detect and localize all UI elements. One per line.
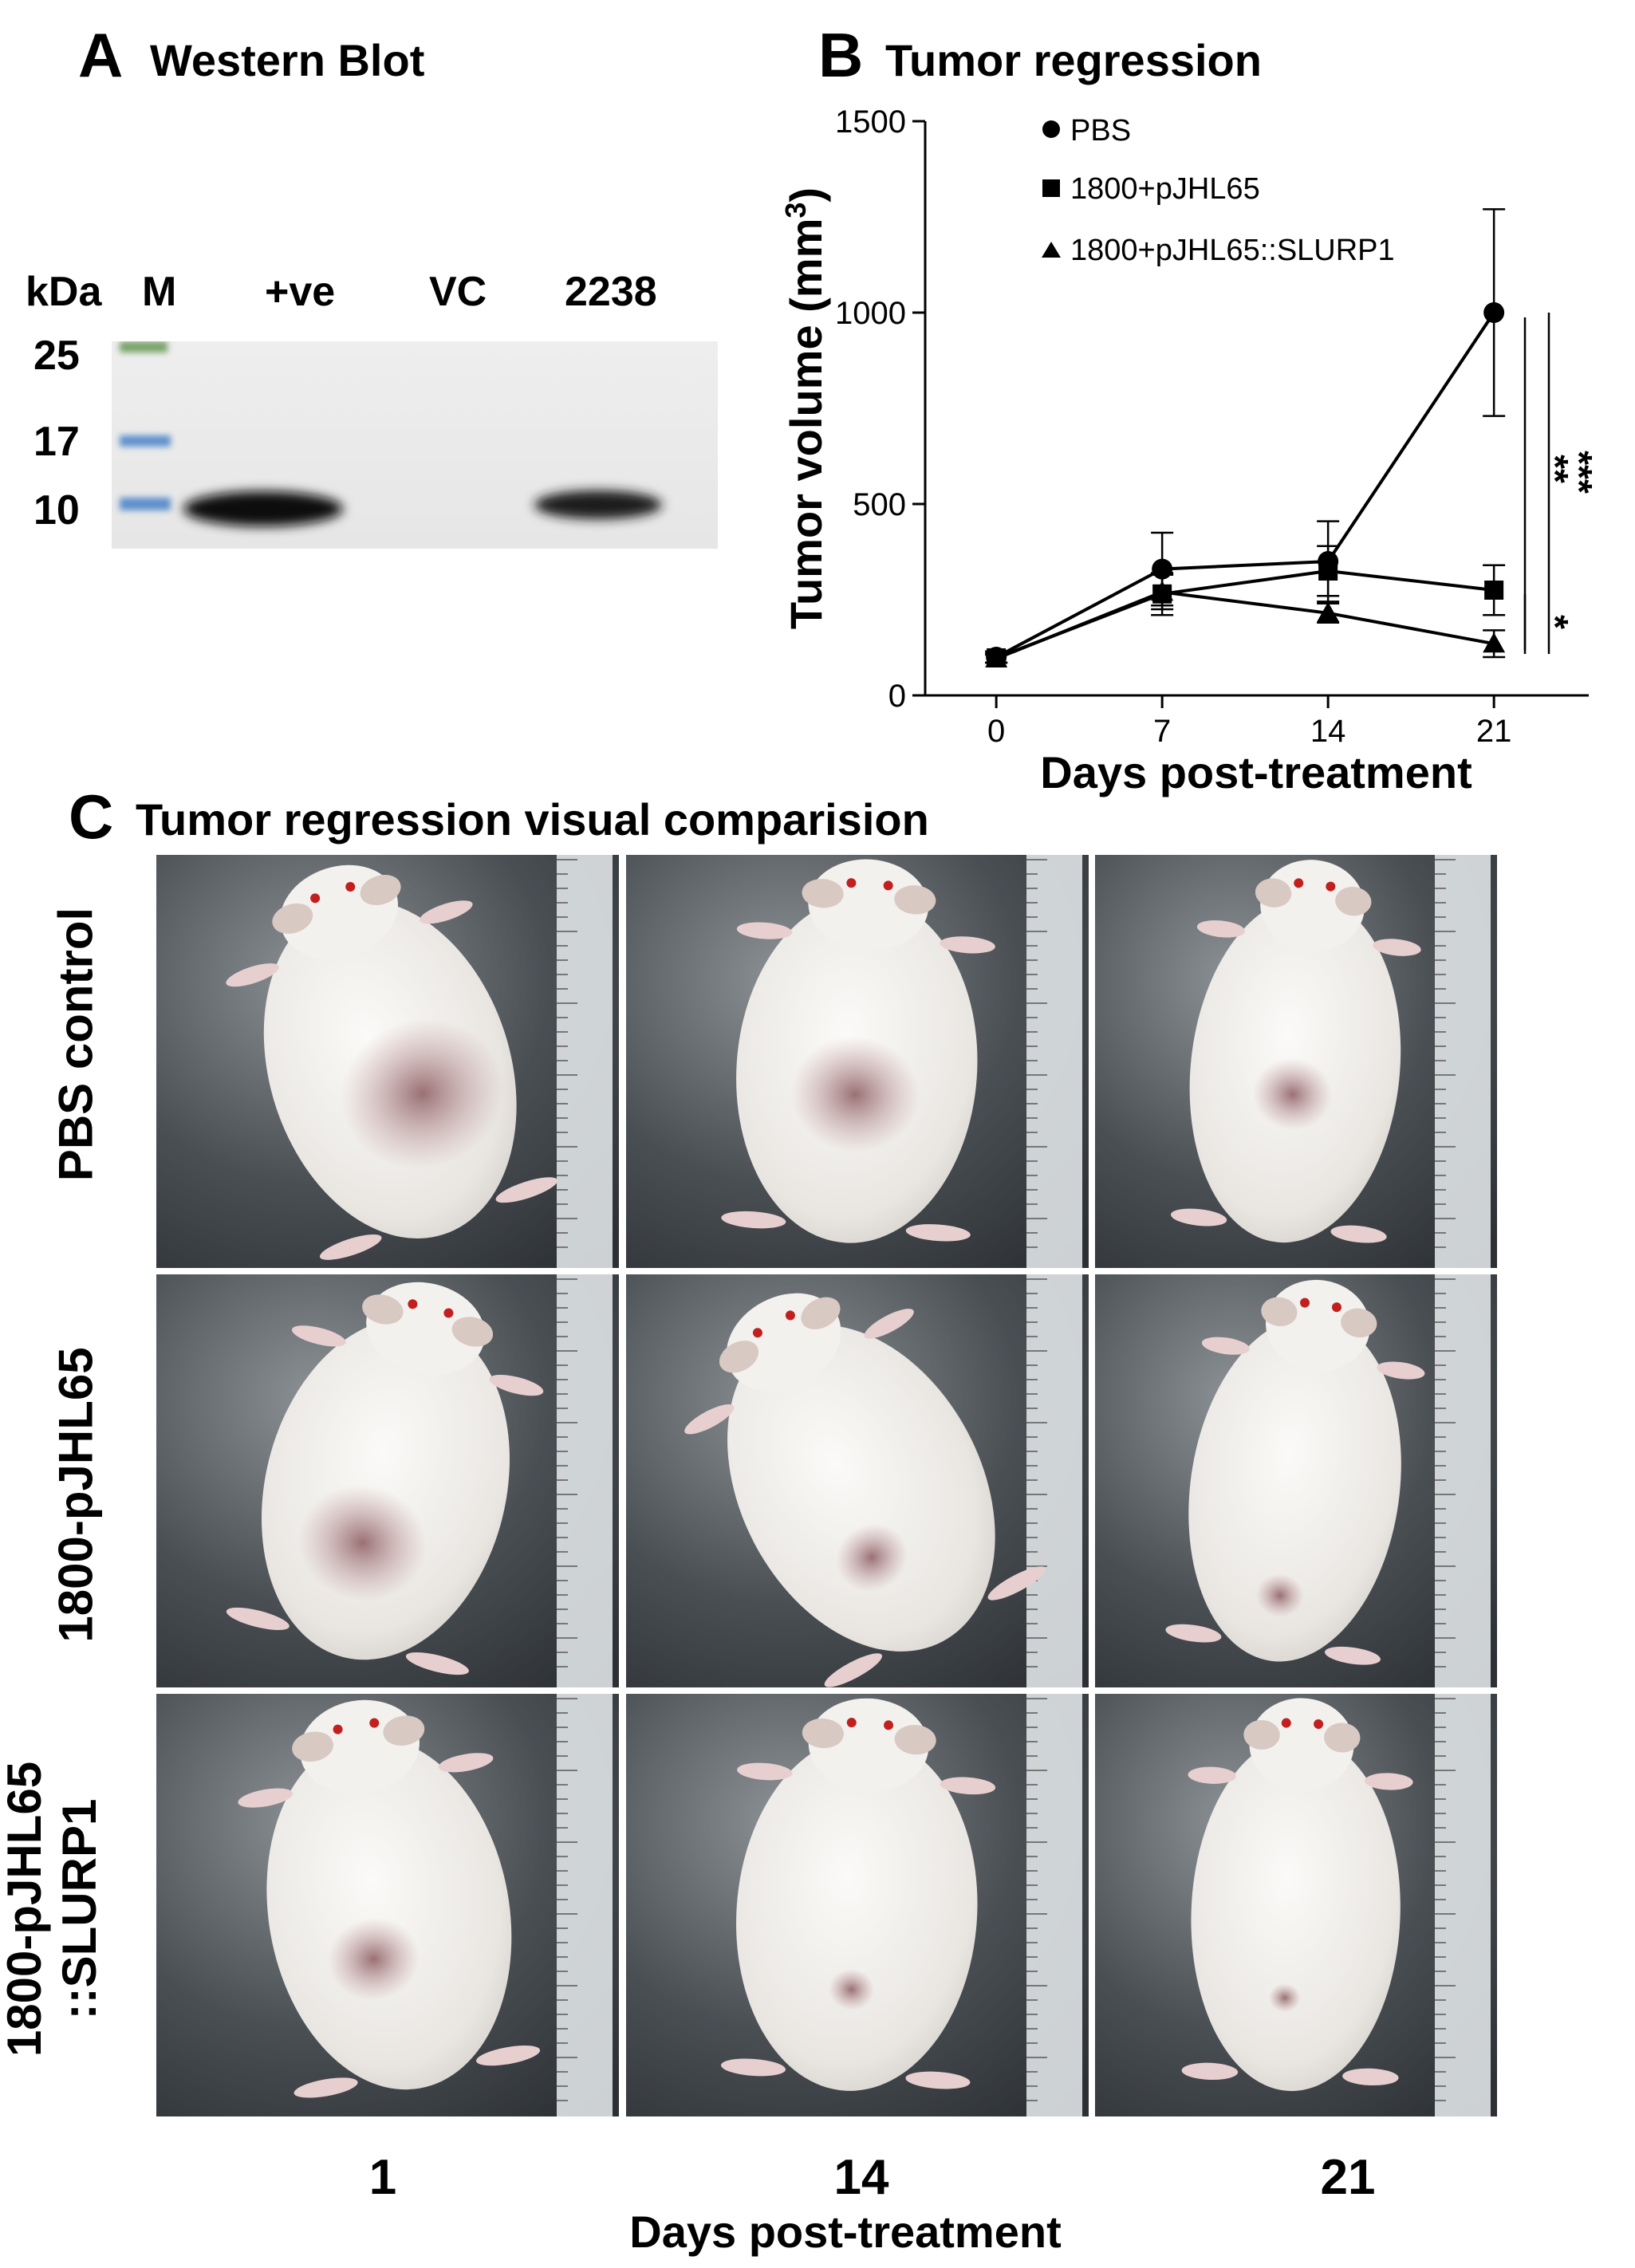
mouse-photo-row3-col1 [156,1694,619,2116]
significance-double-star: ** [1535,455,1576,483]
legend-marker-triangle-icon [1042,242,1061,258]
day-label-21: 21 [1320,2150,1376,2205]
series-line-pbs [995,311,1495,659]
data-point-circle [1483,302,1505,323]
day-label-1: 1 [368,2150,397,2205]
legend-marker-square-icon [1042,179,1060,197]
x-tick-label: 21 [1476,714,1512,749]
data-point-square [1318,561,1338,581]
row-label-text: PBS control [49,907,103,1182]
legend-label-pbs: PBS [1070,114,1131,148]
blot-lane-vc: VC [429,269,487,315]
y-tick-label: 0 [888,679,906,714]
mouse-photo-row3-col2 [626,1694,1089,2116]
y-axis-label: Tumor volume (mm3) [779,187,831,629]
blot-kda-label: kDa [26,269,102,315]
western-blot-image [112,341,718,549]
panel-a-title: Western Blot [150,35,425,85]
significance-single-star: * [1535,615,1576,629]
x-axis-label: Days post-treatment [1040,747,1472,797]
panel-b-letter: B [818,20,864,90]
row-label-1800-pjhl65-slurp1: 1800-pJHL65 ::SLURP1 [0,1707,152,2121]
data-point-triangle [985,647,1008,667]
blot-lane-m: M [142,269,177,315]
y-tick-label: 1500 [835,104,906,140]
marker-10-label: 10 [33,487,80,534]
mouse-photo-row3-col3 [1095,1694,1497,2116]
panel-a-letter: A [78,20,124,90]
data-point-triangle [1317,601,1340,622]
x-tick-label: 0 [987,714,1005,749]
mouse-photo-row2-col3 [1095,1274,1497,1687]
series-line-1800-pjhl65 [995,569,1495,660]
row-label-pbs-control: PBS control [0,825,152,1264]
series-line-1800-pjhl65-slurp1 [995,590,1495,660]
y-tick-label: 500 [853,487,906,522]
mouse-photo-row1-col2 [626,855,1089,1268]
marker-25-label: 25 [33,333,80,379]
row-label-text-line1: 1800-pJHL65 ::SLURP1 [0,1690,107,2128]
panel-c-x-axis-label: Days post-treatment [629,2207,1062,2257]
mouse-photo-row2-col2 [626,1274,1089,1687]
blot-lane-2238: 2238 [565,269,657,315]
data-point-triangle [1151,581,1174,601]
mouse-photo-row2-col1 [156,1274,619,1687]
marker-17-label: 17 [33,419,80,465]
panel-c-title: Tumor regression visual comparision [136,794,929,845]
day-label-14: 14 [833,2150,889,2205]
legend-label-1800-pjhl65-slurp1: 1800+pJHL65::SLURP1 [1070,234,1395,267]
data-point-square [1484,581,1504,600]
mouse-photo-row1-col1 [156,855,619,1268]
data-point-triangle [1483,632,1506,653]
row-label-1800-pjhl65: 1800-pJHL65 [0,1284,152,1699]
significance-triple-star: *** [1558,451,1600,494]
mouse-photo-row1-col3 [1095,855,1497,1268]
legend-item-1800-pjhl65: 1800+pJHL65 [1042,172,1260,206]
x-tick-label: 14 [1310,714,1346,749]
panel-b-title: Tumor regression [885,35,1262,85]
legend-item-1800-pjhl65-slurp1: 1800+pJHL65::SLURP1 [1042,234,1395,267]
row-label-line-1: 1800-pJHL65 [0,1761,51,2057]
panel-c-letter: C [69,782,114,852]
x-tick-label: 7 [1153,714,1171,749]
legend-marker-circle-icon [1042,120,1060,138]
blot-lane-positive: +ve [265,269,336,315]
row-label-line-2: ::SLURP1 [53,1798,106,2020]
row-label-text: 1800-pJHL65 [49,1347,103,1643]
legend-item-pbs: PBS [1042,114,1131,148]
y-tick-label: 1000 [835,296,906,331]
legend-label-1800-pjhl65: 1800+pJHL65 [1070,172,1260,206]
